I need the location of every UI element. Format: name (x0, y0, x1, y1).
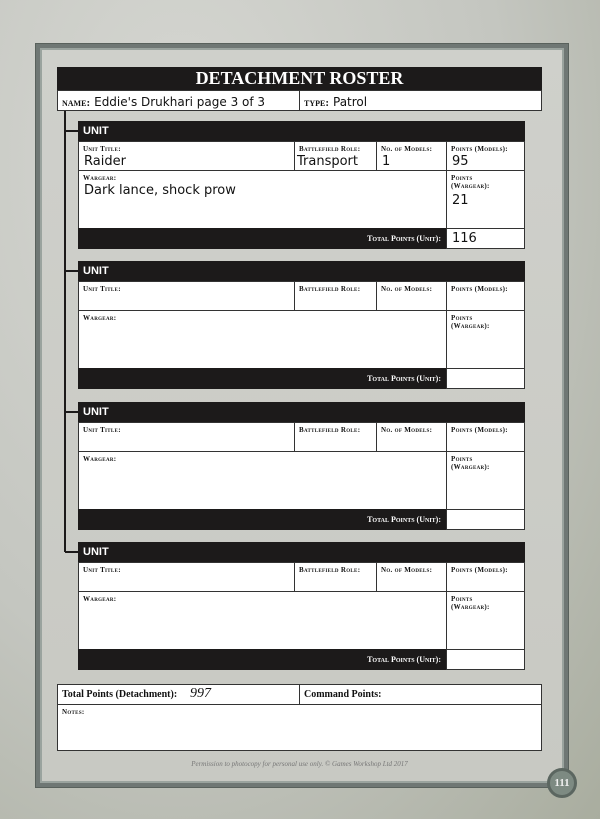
notes-field[interactable]: Notes: (57, 704, 542, 751)
points-wargear-label: Points (Wargear): (451, 174, 490, 190)
battlefield-role-field[interactable]: Battlefield Role: (294, 281, 377, 311)
command-points-label: Command Points: (304, 689, 382, 700)
points-models-label: Points (Models): (451, 285, 508, 293)
points-wargear-label: Points (Wargear): (451, 455, 490, 471)
points-wargear-value: 21 (452, 193, 469, 208)
notes-label: Notes: (62, 708, 85, 716)
unit-title-value: Raider (84, 154, 126, 169)
total-unit-label: Total Points (Unit): (78, 509, 447, 530)
points-wargear-field[interactable]: Points (Wargear): (446, 310, 525, 369)
page-number: 111 (547, 768, 577, 798)
total-unit-value: 116 (452, 231, 477, 246)
total-detachment-label: Total Points (Detachment): (62, 689, 178, 700)
models-label: No. of Models: (381, 285, 433, 293)
total-unit-field[interactable] (446, 649, 525, 670)
points-wargear-label: Points (Wargear): (451, 595, 490, 611)
points-models-value: 95 (452, 154, 469, 169)
bracket-tick (65, 411, 78, 413)
bracket-tick (65, 130, 78, 132)
models-field[interactable]: No. of Models: (376, 281, 447, 311)
wargear-label: Wargear: (83, 595, 117, 603)
total-detachment-value: 997 (190, 686, 211, 701)
models-value: 1 (382, 154, 391, 169)
wargear-field[interactable]: Wargear: (78, 451, 447, 510)
unit-title-field[interactable]: Unit Title: (78, 422, 295, 452)
points-models-field[interactable]: Points (Models): 95 (446, 141, 525, 171)
battlefield-role-label: Battlefield Role: (299, 285, 361, 293)
battlefield-role-label: Battlefield Role: (299, 426, 361, 434)
type-value: Patrol (333, 95, 368, 109)
models-label: No. of Models: (381, 566, 433, 574)
wargear-field[interactable]: Wargear: Dark lance, shock prow (78, 170, 447, 229)
unit-title-field[interactable]: Unit Title: Raider (78, 141, 295, 171)
points-models-field[interactable]: Points (Models): (446, 281, 525, 311)
points-wargear-field[interactable]: Points (Wargear): (446, 591, 525, 650)
points-models-label: Points (Models): (451, 566, 508, 574)
unit-header: UNIT (78, 402, 525, 423)
unit-title-label: Unit Title: (83, 285, 121, 293)
wargear-field[interactable]: Wargear: (78, 310, 447, 369)
name-label: name: Eddie's Drukhari page 3 of 3 (62, 95, 266, 109)
battlefield-role-value: Transport (297, 154, 359, 169)
unit-title-label: Unit Title: (83, 426, 121, 434)
wargear-label: Wargear: (83, 174, 117, 182)
total-unit-label: Total Points (Unit): (78, 228, 447, 249)
total-unit-label: Total Points (Unit): (78, 649, 447, 670)
unit-title-label: Unit Title: (83, 566, 121, 574)
models-label: No. of Models: (381, 145, 433, 153)
points-wargear-label: Points (Wargear): (451, 314, 490, 330)
points-models-label: Points (Models): (451, 426, 508, 434)
copyright-text: Permission to photocopy for personal use… (191, 760, 408, 768)
unit-header: UNIT (78, 542, 525, 563)
battlefield-role-label: Battlefield Role: (299, 566, 361, 574)
points-models-label: Points (Models): (451, 145, 508, 153)
points-models-field[interactable]: Points (Models): (446, 562, 525, 592)
roster-title: DETACHMENT ROSTER (57, 67, 542, 91)
models-field[interactable]: No. of Models: (376, 422, 447, 452)
bracket-tick (65, 551, 78, 553)
total-unit-field[interactable] (446, 509, 525, 530)
wargear-label: Wargear: (83, 455, 117, 463)
wargear-value: Dark lance, shock prow (84, 183, 236, 198)
wargear-field[interactable]: Wargear: (78, 591, 447, 650)
unit-title-field[interactable]: Unit Title: (78, 281, 295, 311)
command-points-field[interactable]: Command Points: (299, 684, 542, 705)
bracket-tick (65, 270, 78, 272)
total-unit-field[interactable]: 116 (446, 228, 525, 249)
total-detachment-field[interactable]: Total Points (Detachment): 997 (57, 684, 300, 705)
points-wargear-field[interactable]: Points (Wargear): (446, 451, 525, 510)
type-label: type: Patrol (304, 95, 368, 109)
battlefield-role-field[interactable]: Battlefield Role: Transport (294, 141, 377, 171)
unit-title-field[interactable]: Unit Title: (78, 562, 295, 592)
total-unit-field[interactable] (446, 368, 525, 389)
points-wargear-field[interactable]: Points (Wargear): 21 (446, 170, 525, 229)
battlefield-role-field[interactable]: Battlefield Role: (294, 422, 377, 452)
name-value: Eddie's Drukhari page 3 of 3 (94, 95, 266, 109)
unit-header: UNIT (78, 121, 525, 142)
models-field[interactable]: No. of Models: (376, 562, 447, 592)
name-field[interactable]: name: Eddie's Drukhari page 3 of 3 (57, 90, 300, 111)
unit-header: UNIT (78, 261, 525, 282)
battlefield-role-label: Battlefield Role: (299, 145, 361, 153)
points-models-field[interactable]: Points (Models): (446, 422, 525, 452)
models-label: No. of Models: (381, 426, 433, 434)
models-field[interactable]: No. of Models: 1 (376, 141, 447, 171)
bracket-line (64, 111, 66, 552)
total-unit-label: Total Points (Unit): (78, 368, 447, 389)
type-field[interactable]: type: Patrol (299, 90, 542, 111)
wargear-label: Wargear: (83, 314, 117, 322)
battlefield-role-field[interactable]: Battlefield Role: (294, 562, 377, 592)
unit-title-label: Unit Title: (83, 145, 121, 153)
